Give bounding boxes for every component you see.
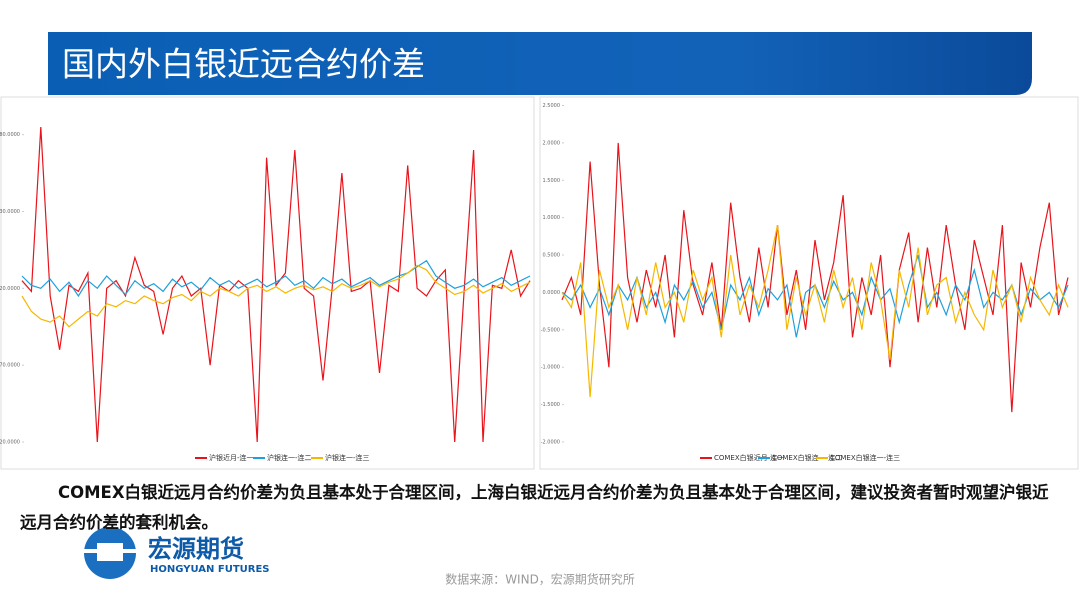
y-tick-label: 1.0000 <box>543 215 561 221</box>
y-tick-label: 2.5000 <box>543 103 561 109</box>
y-tick-label: -2.0000 <box>541 440 560 446</box>
y-tick-label: 30.0000 <box>0 209 20 215</box>
legend-label: 沪银连一-连三 <box>325 453 370 462</box>
y-tick-label: -1.5000 <box>541 402 560 408</box>
y-tick-label: 80.0000 <box>0 132 20 138</box>
y-tick-label: 0.0000 <box>543 290 561 296</box>
logo-name: 宏源期货 <box>148 535 244 563</box>
legend-label: 沪银连一-连二 <box>267 453 312 462</box>
chart-panel <box>0 96 535 470</box>
y-tick-label: -120.0000 <box>0 440 20 446</box>
source: 数据来源：WIND，宏源期货研究所 <box>445 572 635 587</box>
y-tick-label: -20.0000 <box>0 286 20 292</box>
y-tick-label: 1.5000 <box>543 178 561 184</box>
series-line <box>21 264 531 328</box>
chart-panel <box>539 96 1079 470</box>
slide-title: 国内外白银近远合约价差 <box>62 45 425 84</box>
logo: 宏源期货 HONGYUAN FUTURES <box>84 527 270 579</box>
commentary: COMEX白银近远月合约价差为负且基本处于合理区间，上海白银近远月合约价差为负且… <box>20 483 1049 532</box>
legend-label: COMEX白银近月-连一 <box>714 453 784 462</box>
y-tick-label: -70.0000 <box>0 363 20 369</box>
series-line <box>561 142 1069 413</box>
logo-name-en: HONGYUAN FUTURES <box>150 564 270 575</box>
series-line <box>21 126 531 443</box>
y-tick-label: 2.0000 <box>543 140 561 146</box>
y-tick-label: 0.5000 <box>543 253 561 259</box>
legend-label: 沪银近月-连一 <box>209 453 254 462</box>
series-line <box>21 259 531 298</box>
y-tick-label: -0.5000 <box>541 327 560 333</box>
y-tick-label: -1.0000 <box>541 365 560 371</box>
legend-label: COMEX白银连一-连三 <box>830 453 900 462</box>
title-banner <box>48 32 1032 95</box>
legend-label: COMEX白银连一-连二 <box>772 453 842 462</box>
series-line <box>561 224 1069 398</box>
